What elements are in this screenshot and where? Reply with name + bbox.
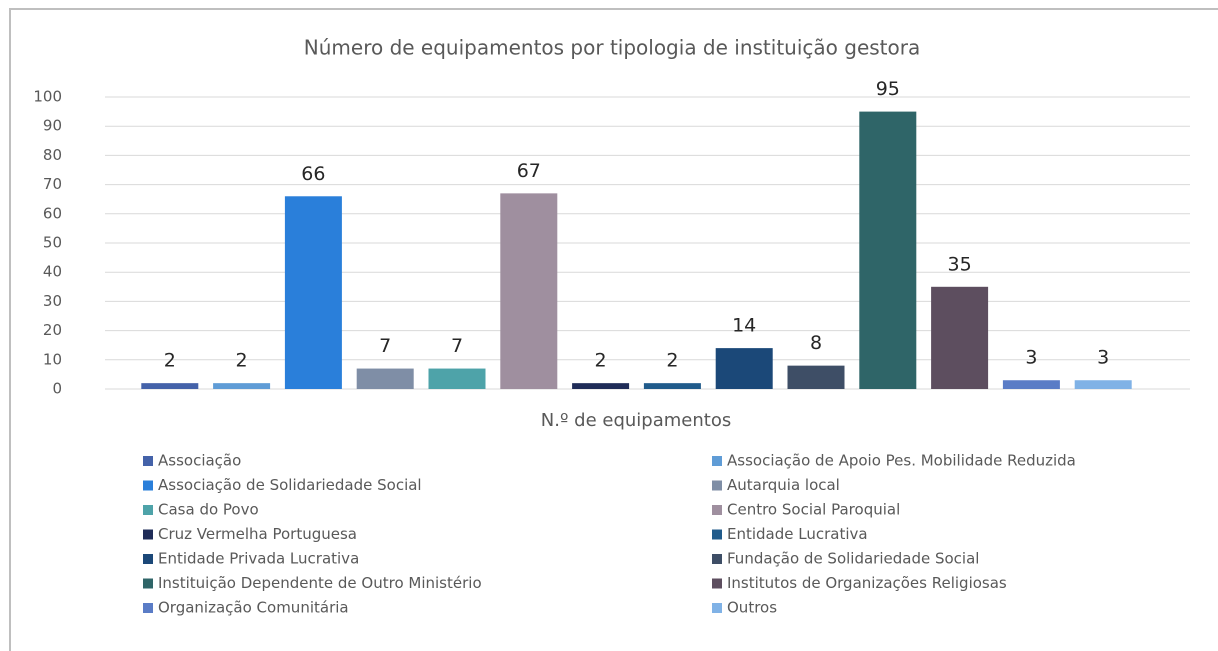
bar bbox=[284, 196, 342, 389]
bar bbox=[715, 348, 773, 389]
bar bbox=[1002, 380, 1060, 389]
y-tick-label: 80 bbox=[43, 146, 62, 164]
legend-swatch bbox=[143, 554, 153, 564]
data-label: 2 bbox=[666, 350, 678, 372]
y-tick-label: 20 bbox=[43, 321, 62, 339]
data-label: 3 bbox=[1025, 347, 1037, 369]
y-tick-label: 100 bbox=[33, 88, 62, 106]
legend-label: Associação bbox=[158, 452, 241, 470]
legend-label: Casa do Povo bbox=[158, 501, 259, 519]
legend-label: Autarquia local bbox=[727, 476, 840, 494]
legend-swatch bbox=[712, 480, 722, 491]
y-tick-label: 40 bbox=[43, 263, 62, 281]
data-label: 3 bbox=[1097, 347, 1109, 369]
y-tick-label: 10 bbox=[43, 350, 62, 368]
y-tick-label: 60 bbox=[43, 204, 62, 222]
legend-label: Instituição Dependente de Outro Ministér… bbox=[158, 574, 482, 592]
data-label: 7 bbox=[451, 335, 463, 357]
legend-label: Associação de Solidariedade Social bbox=[158, 476, 422, 494]
legend-label: Cruz Vermelha Portuguesa bbox=[158, 525, 357, 543]
legend-swatch bbox=[143, 480, 153, 491]
bar bbox=[859, 111, 917, 389]
y-tick-label: 50 bbox=[43, 234, 62, 252]
bar bbox=[356, 368, 414, 389]
data-label: 2 bbox=[595, 350, 607, 372]
chart-title: Número de equipamentos por tipologia de … bbox=[304, 36, 920, 60]
legend-label: Centro Social Paroquial bbox=[727, 501, 900, 519]
y-tick-label: 30 bbox=[43, 292, 62, 310]
data-label: 35 bbox=[948, 253, 972, 275]
data-label: 2 bbox=[236, 350, 248, 372]
bar bbox=[931, 286, 989, 389]
legend-swatch bbox=[143, 456, 153, 466]
y-tick-label: 70 bbox=[43, 175, 62, 193]
bar bbox=[213, 383, 271, 389]
bar bbox=[500, 193, 558, 389]
legend-label: Institutos de Organizações Religiosas bbox=[727, 574, 1007, 592]
legend-label: Associação de Apoio Pes. Mobilidade Redu… bbox=[727, 452, 1076, 470]
legend-label: Outros bbox=[727, 599, 777, 617]
x-category-label: N.º de equipamentos bbox=[541, 410, 731, 431]
legend-swatch bbox=[143, 529, 153, 540]
data-label: 67 bbox=[517, 160, 541, 182]
bar bbox=[787, 365, 845, 389]
data-label: 66 bbox=[301, 163, 325, 185]
data-label: 8 bbox=[810, 332, 822, 354]
legend-swatch bbox=[712, 603, 722, 613]
bar bbox=[572, 383, 630, 389]
legend-swatch bbox=[712, 505, 722, 515]
legend-swatch bbox=[143, 578, 153, 589]
data-label: 14 bbox=[732, 315, 756, 337]
legend-label: Fundação de Solidariedade Social bbox=[727, 550, 979, 568]
y-tick-label: 90 bbox=[43, 117, 62, 135]
bar bbox=[1074, 380, 1132, 389]
legend-label: Entidade Privada Lucrativa bbox=[158, 550, 359, 568]
bar bbox=[428, 368, 486, 389]
y-tick-label: 0 bbox=[52, 380, 62, 398]
legend-swatch bbox=[712, 529, 722, 540]
legend-label: Organização Comunitária bbox=[158, 599, 349, 617]
legend-label: Entidade Lucrativa bbox=[727, 525, 868, 543]
legend-swatch bbox=[143, 505, 153, 515]
data-label: 2 bbox=[164, 350, 176, 372]
legend-swatch bbox=[712, 456, 722, 466]
data-label: 95 bbox=[876, 78, 900, 100]
data-label: 7 bbox=[379, 335, 391, 357]
chart-frame bbox=[9, 8, 1218, 651]
legend-swatch bbox=[712, 554, 722, 564]
legend-swatch bbox=[712, 578, 722, 589]
bar bbox=[141, 383, 199, 389]
legend-swatch bbox=[143, 603, 153, 613]
bar bbox=[643, 383, 701, 389]
